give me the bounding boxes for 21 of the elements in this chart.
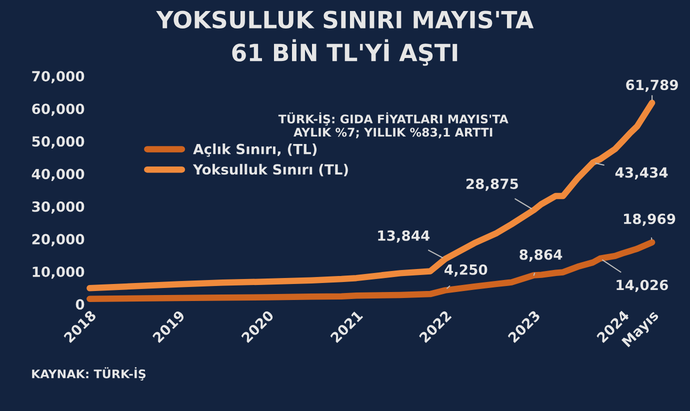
y-tick-label: 70,000 bbox=[32, 71, 84, 84]
y-tick-label: 0 bbox=[76, 299, 84, 310]
annotation: 4,250 bbox=[444, 264, 488, 277]
y-tick-label: 10,000 bbox=[32, 266, 84, 279]
y-tick-label: 50,000 bbox=[32, 136, 84, 148]
legend-label: Açlık Sınırı, (TL) bbox=[193, 144, 317, 157]
chart-title: YOKSULLUK SINIRI MAYIS'TA 61 BİN TL'Yİ AŞTI bbox=[156, 10, 534, 66]
annotation: 28,875 bbox=[466, 178, 518, 191]
annotation: 43,434 bbox=[615, 167, 668, 180]
annotation: 14,026 bbox=[616, 280, 668, 292]
annotation: 8,864 bbox=[520, 249, 562, 262]
legend-label: Yoksulluk Sınırı (TL) bbox=[192, 164, 348, 176]
y-tick-label: 60,000 bbox=[32, 104, 84, 116]
text: KAYNAK: TÜRK-İŞ bbox=[32, 367, 146, 380]
annotation: 61,789 bbox=[626, 80, 678, 92]
annotation: 13,844 bbox=[378, 230, 430, 243]
y-tick-label: 30,000 bbox=[32, 201, 84, 214]
annotation: TÜRK-İŞ: GIDA FİYATLARI MAYIS'TA AYLIK %7; YILLIK %83,1 ARTTI bbox=[278, 112, 508, 138]
y-tick-label: 40,000 bbox=[32, 168, 84, 182]
annotation: 18,969 bbox=[624, 214, 676, 226]
y-tick-label: 20,000 bbox=[32, 234, 84, 246]
